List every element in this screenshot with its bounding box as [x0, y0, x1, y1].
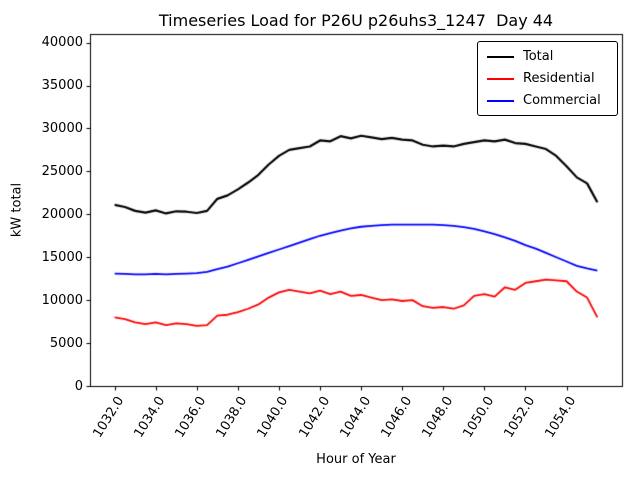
y-tick-label: 15000 — [41, 249, 83, 265]
legend-label-commercial: Commercial — [523, 93, 601, 108]
legend-item-residential: Residential — [487, 71, 608, 86]
y-tick-label: 5000 — [49, 335, 83, 351]
residential-line-swatch — [487, 77, 514, 80]
chart-title: Timeseries Load for P26U p26uhs3_1247 Da… — [158, 11, 554, 30]
y-tick-label: 30000 — [41, 120, 83, 136]
legend: Total Residential Commercial — [477, 41, 618, 116]
legend-label-total: Total — [523, 49, 554, 64]
y-tick-label: 10000 — [41, 292, 83, 308]
total-line-swatch — [487, 55, 514, 58]
y-tick-label: 0 — [74, 378, 83, 394]
y-tick-label: 35000 — [41, 78, 83, 93]
y-tick-label: 20000 — [41, 206, 83, 222]
y-tick-label: 25000 — [41, 163, 83, 179]
commercial-line-swatch — [487, 99, 514, 102]
legend-item-commercial: Commercial — [487, 93, 608, 108]
legend-item-total: Total — [487, 49, 608, 64]
x-axis-label: Hour of Year — [316, 452, 396, 467]
legend-label-residential: Residential — [523, 71, 595, 86]
y-tick-label: 40000 — [41, 35, 83, 51]
